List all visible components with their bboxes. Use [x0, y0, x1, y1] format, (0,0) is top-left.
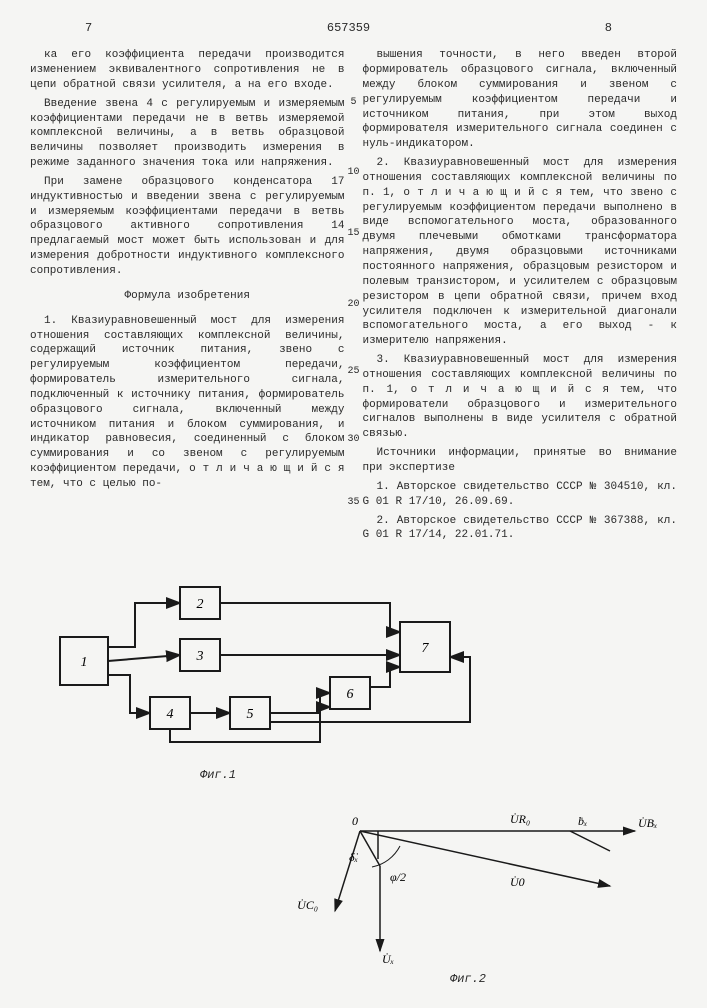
figure-1-label: Фиг.1 [200, 767, 677, 783]
paragraph: вышения точности, в него введен второй ф… [363, 48, 678, 152]
svg-text:2: 2 [197, 597, 204, 612]
text-columns: 5 10 15 20 25 30 35 ка его коэффициента … [30, 48, 677, 547]
svg-text:5: 5 [247, 707, 254, 722]
formula-title: Формула изобретения [30, 289, 345, 304]
paragraph: 2. Квазиуравновешенный мост для измерени… [363, 156, 678, 349]
line-number: 5 [350, 96, 356, 110]
svg-text:U̇R₀: U̇R₀ [510, 812, 530, 826]
page-number-left: 7 [85, 20, 92, 36]
paragraph: 2. Авторское свидетельство СССР № 367388… [363, 514, 678, 544]
paragraph: 1. Авторское свидетельство СССР № 304510… [363, 480, 678, 510]
paragraph: ка его коэффициента передачи производитс… [30, 48, 345, 93]
svg-text:7: 7 [422, 641, 430, 656]
page-number-right: 8 [605, 20, 612, 36]
line-number: 10 [347, 166, 359, 180]
paragraph: 3. Квазиуравновешенный мост для измерени… [363, 353, 678, 442]
figure-1-diagram: 1 2 3 4 5 6 7 [30, 567, 530, 767]
figure-2-label: Фиг.2 [450, 971, 677, 987]
paragraph: 1. Квазиуравновешенный мост для измерени… [30, 314, 345, 492]
left-column: ка его коэффициента передачи производитс… [30, 48, 345, 547]
line-number: 25 [347, 365, 359, 379]
svg-text:δ̇ₓ: δ̇ₓ [349, 850, 359, 864]
svg-text:U̇0: U̇0 [510, 875, 525, 889]
paragraph: Источники информации, принятые во вниман… [363, 446, 678, 476]
right-column: вышения точности, в него введен второй ф… [363, 48, 678, 547]
doc-number: 657359 [327, 20, 370, 36]
figure-2-diagram: 0 U̇R₀ U̇Bₓ ḃₓ δ̇ₓ U̇C₀ φ/2 U̇0 U̇ₓ [240, 791, 660, 971]
line-number: 35 [347, 496, 359, 510]
page-header: 7 657359 8 [30, 20, 677, 36]
svg-text:U̇Bₓ: U̇Bₓ [638, 816, 657, 830]
svg-text:φ/2: φ/2 [390, 870, 406, 884]
line-number: 20 [347, 298, 359, 312]
paragraph: Введение звена 4 с регулируемым и измеря… [30, 97, 345, 171]
svg-text:U̇C₀: U̇C₀ [297, 898, 318, 912]
svg-text:6: 6 [347, 687, 354, 702]
svg-text:ḃₓ: ḃₓ [578, 814, 587, 828]
line-number: 30 [347, 433, 359, 447]
svg-text:1: 1 [81, 655, 88, 670]
svg-text:3: 3 [196, 649, 204, 664]
svg-text:0: 0 [352, 814, 358, 828]
svg-text:4: 4 [167, 707, 174, 722]
line-number: 15 [347, 227, 359, 241]
svg-text:U̇ₓ: U̇ₓ [382, 952, 394, 966]
paragraph: При замене образцового конденсатора 17 и… [30, 175, 345, 279]
